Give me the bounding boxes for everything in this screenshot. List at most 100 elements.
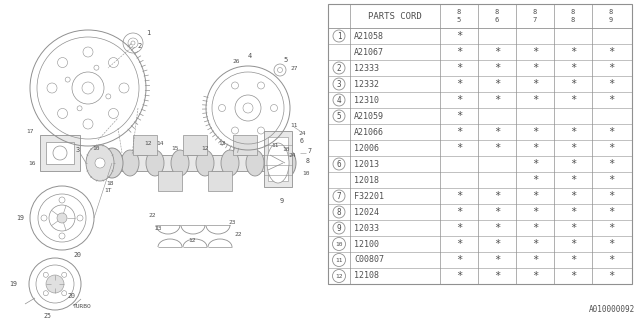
Text: *: * (532, 191, 538, 201)
Text: 7: 7 (533, 17, 537, 23)
Ellipse shape (267, 143, 289, 183)
Text: 5: 5 (284, 57, 288, 63)
Ellipse shape (269, 150, 287, 176)
Text: 10: 10 (335, 242, 343, 246)
Text: *: * (608, 207, 614, 217)
Bar (183, 135, 207, 155)
Circle shape (61, 291, 67, 296)
Circle shape (333, 269, 346, 283)
Circle shape (95, 158, 105, 168)
Text: 9: 9 (609, 17, 613, 23)
Text: *: * (570, 95, 576, 105)
Text: 12018: 12018 (354, 175, 379, 185)
Text: 7: 7 (337, 191, 341, 201)
Text: 8: 8 (571, 17, 575, 23)
Text: 9: 9 (337, 223, 341, 233)
Text: *: * (570, 191, 576, 201)
Circle shape (333, 110, 345, 122)
Text: A21059: A21059 (354, 111, 384, 121)
Circle shape (41, 215, 47, 221)
Text: *: * (456, 63, 462, 73)
Text: 1: 1 (337, 31, 341, 41)
Text: 10: 10 (282, 147, 290, 151)
Text: *: * (456, 191, 462, 201)
Text: *: * (532, 271, 538, 281)
Text: 1: 1 (146, 30, 150, 36)
Text: *: * (570, 47, 576, 57)
Text: *: * (456, 239, 462, 249)
Ellipse shape (171, 150, 189, 176)
Text: *: * (608, 127, 614, 137)
Text: 12332: 12332 (354, 79, 379, 89)
Text: 5: 5 (457, 17, 461, 23)
Circle shape (333, 222, 345, 234)
Text: 4: 4 (248, 53, 252, 59)
Text: 10: 10 (302, 171, 310, 175)
Text: *: * (608, 95, 614, 105)
Bar (40, 135, 80, 171)
Text: 7: 7 (308, 148, 312, 154)
Text: 2: 2 (138, 43, 142, 49)
Text: *: * (456, 127, 462, 137)
Circle shape (333, 94, 345, 106)
Text: 23: 23 (228, 220, 236, 225)
Text: 23: 23 (154, 226, 162, 230)
Text: 12310: 12310 (354, 95, 379, 105)
Text: 20: 20 (67, 293, 75, 299)
Text: *: * (532, 79, 538, 89)
Circle shape (53, 146, 67, 160)
Text: 22: 22 (234, 231, 242, 236)
Text: *: * (570, 159, 576, 169)
Text: PARTS CORD: PARTS CORD (368, 12, 422, 20)
Text: 4: 4 (337, 95, 341, 105)
Text: *: * (456, 223, 462, 233)
Text: 12033: 12033 (354, 223, 379, 233)
Text: *: * (532, 239, 538, 249)
Text: 8: 8 (337, 207, 341, 217)
Text: *: * (608, 239, 614, 249)
Text: 8: 8 (457, 9, 461, 15)
Text: *: * (608, 255, 614, 265)
Text: *: * (456, 111, 462, 121)
Ellipse shape (146, 150, 164, 176)
Text: *: * (494, 223, 500, 233)
Circle shape (44, 291, 48, 296)
Text: 12013: 12013 (354, 159, 379, 169)
Text: 14: 14 (156, 140, 164, 146)
Text: 27: 27 (291, 66, 298, 70)
Text: 12100: 12100 (354, 239, 379, 249)
Circle shape (59, 233, 65, 239)
Text: 24: 24 (298, 131, 306, 135)
Text: *: * (532, 47, 538, 57)
Text: 22: 22 (148, 212, 156, 218)
Text: *: * (532, 255, 538, 265)
Text: *: * (570, 63, 576, 73)
Circle shape (61, 272, 67, 277)
Bar (264, 131, 292, 187)
Circle shape (59, 197, 65, 203)
Bar (328, 4, 632, 284)
Text: F32201: F32201 (354, 191, 384, 201)
Text: *: * (608, 271, 614, 281)
Circle shape (333, 253, 346, 267)
Text: A21058: A21058 (354, 31, 384, 41)
Text: *: * (532, 63, 538, 73)
Bar (158, 171, 182, 191)
Ellipse shape (196, 150, 214, 176)
Ellipse shape (101, 148, 123, 178)
Text: *: * (532, 127, 538, 137)
Text: *: * (570, 127, 576, 137)
Circle shape (57, 213, 67, 223)
Text: 6: 6 (300, 138, 304, 144)
Text: *: * (608, 191, 614, 201)
Ellipse shape (274, 148, 296, 178)
Text: *: * (456, 143, 462, 153)
Text: 12: 12 (335, 274, 343, 278)
Text: *: * (608, 63, 614, 73)
Circle shape (333, 237, 346, 251)
Circle shape (333, 158, 345, 170)
Text: *: * (456, 47, 462, 57)
Text: *: * (494, 47, 500, 57)
Text: 1T: 1T (104, 188, 112, 193)
Text: 12006: 12006 (354, 143, 379, 153)
